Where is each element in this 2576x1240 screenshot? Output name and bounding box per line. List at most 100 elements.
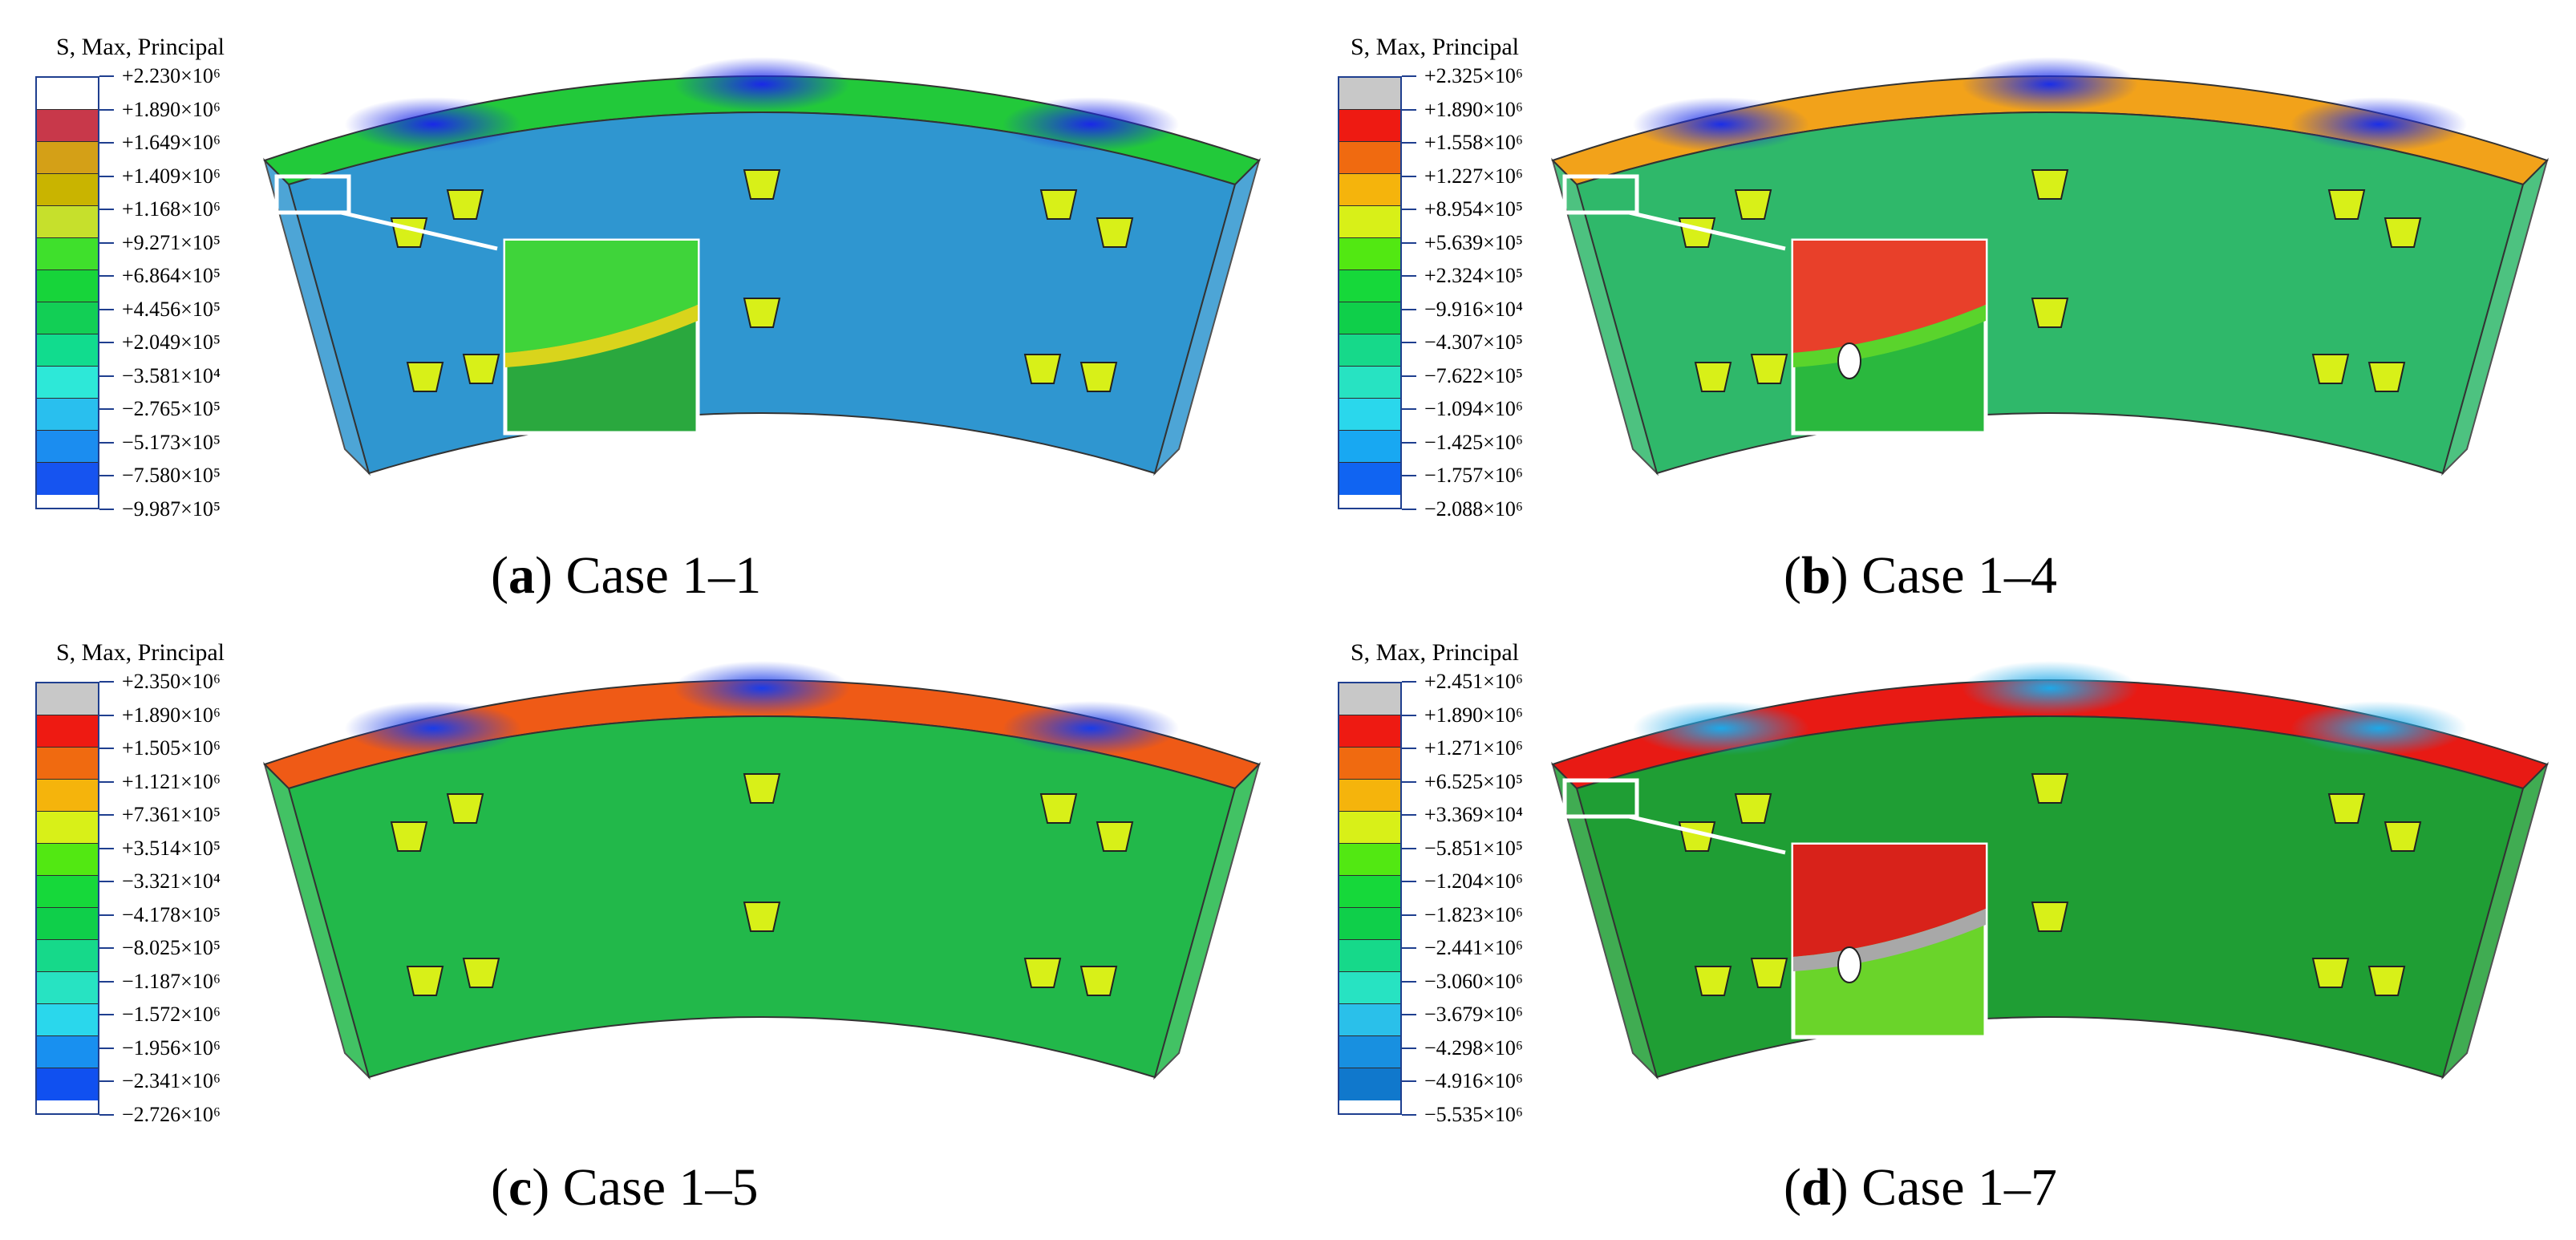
bolt-pocket xyxy=(2311,354,2350,384)
legend-tick xyxy=(99,814,114,817)
legend-tick xyxy=(99,914,114,916)
color-legend xyxy=(1338,682,1402,1115)
legend-label: −2.441×10⁶ xyxy=(1424,936,1523,960)
legend-color-band xyxy=(1339,206,1400,238)
legend-title: S, Max, Principal xyxy=(1351,34,1519,60)
bolt-pocket xyxy=(743,298,781,328)
legend-color-band xyxy=(1339,908,1400,940)
legend-label: +2.049×10⁵ xyxy=(122,330,221,355)
legend-label: −1.956×10⁶ xyxy=(122,1035,221,1060)
bolt-pocket xyxy=(2031,773,2069,804)
legend-color-band xyxy=(1339,142,1400,174)
legend-color-band xyxy=(37,748,98,780)
legend-tick xyxy=(99,714,114,716)
legend-color-band xyxy=(1339,238,1400,270)
bolt-pocket xyxy=(2367,362,2406,392)
legend-color-band xyxy=(37,908,98,940)
legend-label: −8.025×10⁵ xyxy=(122,936,221,960)
bolt-pocket xyxy=(2327,793,2366,824)
legend-label: +8.954×10⁵ xyxy=(1424,197,1523,221)
legend-label: −1.094×10⁶ xyxy=(1424,397,1523,421)
legend-label: +1.890×10⁶ xyxy=(122,97,221,121)
legend-tick xyxy=(1402,748,1416,750)
segment-end-face xyxy=(2441,761,2549,1080)
bolt-pocket xyxy=(406,362,444,392)
legend-label: +1.271×10⁶ xyxy=(1424,736,1523,760)
legend-tick xyxy=(99,342,114,344)
legend-label: −7.622×10⁵ xyxy=(1424,363,1523,387)
legend-label: −3.679×10⁶ xyxy=(1424,1003,1523,1027)
bolt-pocket xyxy=(743,169,781,200)
legend-color-band xyxy=(1339,972,1400,1004)
legend-tick xyxy=(99,375,114,377)
legend-label: −1.204×10⁶ xyxy=(1424,869,1523,894)
legend-label: −3.581×10⁴ xyxy=(122,363,221,387)
bolt-pocket xyxy=(1079,362,1118,392)
legend-color-band xyxy=(1339,463,1400,495)
legend-tick xyxy=(1402,142,1416,144)
legend-title: S, Max, Principal xyxy=(1351,639,1519,666)
legend-label: +5.639×10⁵ xyxy=(1424,230,1523,254)
stress-hotspot xyxy=(1002,701,1179,756)
legend-label: +6.525×10⁵ xyxy=(1424,769,1523,793)
legend-color-band xyxy=(1339,1004,1400,1036)
zoom-region-box xyxy=(1562,778,1639,819)
legend-label: +6.864×10⁵ xyxy=(122,264,221,288)
legend-tick xyxy=(1402,441,1416,444)
legend-label: −1.572×10⁶ xyxy=(122,1003,221,1027)
bolt-pocket xyxy=(1039,793,1078,824)
legend-color-band xyxy=(1339,683,1400,715)
legend-tick xyxy=(99,408,114,411)
bolt-pocket xyxy=(2031,902,2069,932)
legend-tick xyxy=(1402,342,1416,344)
stress-hotspot xyxy=(2290,97,2467,152)
legend-label: +1.558×10⁶ xyxy=(1424,131,1523,155)
stress-hotspot xyxy=(345,701,521,756)
legend-label: +9.271×10⁵ xyxy=(122,230,221,254)
legend-tick xyxy=(1402,108,1416,111)
legend-label: −1.823×10⁶ xyxy=(1424,902,1523,926)
panel-caption: (b) Case 1–4 xyxy=(1784,546,2057,605)
legend-tick xyxy=(1402,947,1416,950)
case-label: Case 1–7 xyxy=(1861,1158,2057,1217)
legend-tick xyxy=(99,75,114,77)
legend-tick xyxy=(99,780,114,783)
color-legend xyxy=(35,76,99,509)
legend-color-band xyxy=(1339,302,1400,334)
legend-color-band xyxy=(37,431,98,463)
legend-tick xyxy=(99,681,114,683)
legend-label: +4.456×10⁵ xyxy=(122,297,221,321)
legend-tick xyxy=(1402,1080,1416,1083)
legend-color-band xyxy=(1339,940,1400,972)
bolt-pocket xyxy=(2367,966,2406,996)
legend-color-band xyxy=(37,940,98,972)
bolt-pocket xyxy=(1023,354,1062,384)
legend-color-band xyxy=(1339,270,1400,302)
legend-tick xyxy=(99,441,114,444)
legend-color-band xyxy=(1339,78,1400,110)
legend-color-band xyxy=(1339,334,1400,367)
legend-tick xyxy=(1402,308,1416,310)
legend-tick xyxy=(1402,881,1416,883)
legend-tick xyxy=(1402,714,1416,716)
legend-tick xyxy=(99,275,114,278)
legend-tick xyxy=(1402,780,1416,783)
bolt-pocket xyxy=(1023,958,1062,988)
inset-stress-zone xyxy=(1793,845,1986,957)
legend-color-band xyxy=(37,367,98,399)
legend-color-band xyxy=(37,110,98,142)
bolt-pocket xyxy=(2327,189,2366,220)
legend-tick xyxy=(1402,241,1416,244)
legend-color-band xyxy=(1339,844,1400,876)
legend-tick xyxy=(99,1047,114,1049)
bolt-pocket xyxy=(1694,362,1732,392)
legend-label: −5.535×10⁶ xyxy=(1424,1103,1523,1126)
legend-label: +3.514×10⁵ xyxy=(122,836,221,860)
panel-caption: (a) Case 1–1 xyxy=(491,546,762,605)
bolt-pocket xyxy=(2031,169,2069,200)
legend-tick xyxy=(1402,509,1416,510)
segment-inner-face xyxy=(287,111,1237,475)
legend-tick xyxy=(99,1080,114,1083)
legend-tick xyxy=(1402,275,1416,278)
legend-tick xyxy=(1402,1014,1416,1016)
